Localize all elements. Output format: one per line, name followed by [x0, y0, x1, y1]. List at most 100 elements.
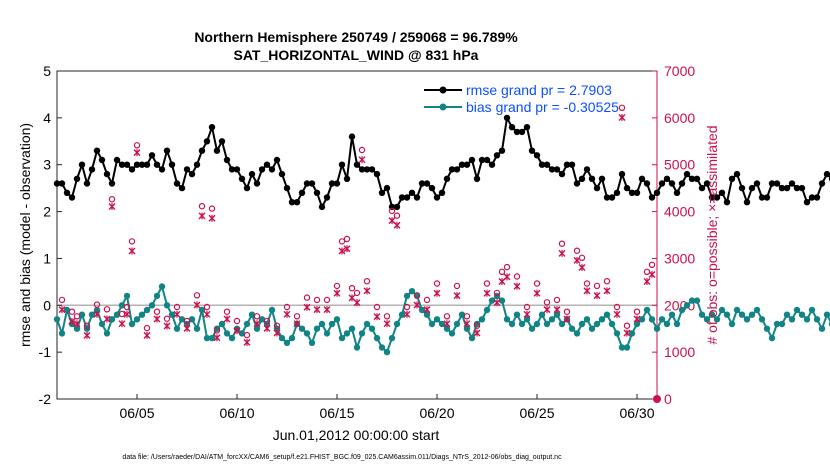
bias-point	[648, 316, 656, 323]
bias-point	[498, 297, 506, 304]
assimilated-obs-marker	[558, 249, 566, 257]
possible-obs-marker	[173, 303, 181, 311]
bias-point	[688, 297, 696, 304]
bias-point	[98, 320, 106, 328]
rmse-point	[273, 156, 281, 164]
possible-obs-marker	[388, 207, 396, 215]
bias-point	[538, 311, 546, 318]
assimilated-obs-marker	[68, 317, 76, 325]
rmse-point	[598, 175, 606, 182]
x-tick-label: 06/05	[119, 405, 154, 421]
bias-point	[223, 330, 231, 337]
assimilated-obs-marker	[453, 292, 461, 300]
bias-point	[813, 316, 821, 323]
bias-point	[378, 344, 386, 351]
bias-point	[308, 339, 316, 346]
bias-point	[823, 311, 830, 318]
assimilated-obs-marker	[333, 289, 341, 297]
rmse-point	[88, 166, 96, 173]
rmse-point	[723, 199, 731, 206]
bias-point	[543, 320, 551, 328]
axes-ticks: -2 -1 0 1 2 3 4 5 0 1000 2000 3000 4000 5000 6000 7000 0…	[39, 63, 696, 421]
bias-point	[483, 306, 491, 314]
x-tick-label: 06/30	[619, 405, 654, 421]
possible-obs-marker	[543, 299, 551, 306]
rmse-point	[743, 199, 751, 206]
bias-point	[163, 302, 171, 309]
possible-obs-marker	[483, 280, 491, 287]
assimilated-obs-marker	[613, 310, 621, 318]
possible-obs-marker	[83, 322, 91, 329]
rmse-point	[753, 180, 761, 187]
rmse-point	[703, 180, 711, 187]
rmse-point	[103, 170, 111, 178]
rmse-point	[108, 180, 116, 187]
assimilated-obs-marker	[283, 310, 291, 318]
rmse-point	[313, 189, 321, 196]
rmse-point	[263, 161, 271, 168]
bias-point	[338, 334, 346, 342]
assimilated-obs-marker	[403, 310, 411, 318]
rmse-point	[188, 170, 196, 178]
bias-point	[568, 325, 576, 332]
bias-point	[618, 344, 626, 351]
y-right-tick-label: 2000	[664, 297, 695, 313]
rmse-point	[583, 166, 591, 173]
possible-obs-marker	[513, 273, 521, 280]
bias-point	[278, 334, 286, 342]
rmse-point	[688, 175, 696, 182]
possible-obs-marker	[73, 313, 81, 320]
possible-obs-marker	[163, 315, 171, 322]
assimilated-obs-marker	[603, 287, 611, 295]
rmse-point	[613, 189, 621, 196]
assimilated-obs-marker	[423, 306, 431, 314]
bias-point	[523, 316, 531, 323]
bias-point	[503, 316, 511, 323]
assimilated-obs-marker	[648, 270, 656, 278]
assimilated-obs-marker	[203, 310, 211, 318]
possible-obs-marker	[348, 285, 356, 292]
bias-point	[408, 288, 416, 295]
bias-point	[348, 325, 356, 332]
rmse-point	[303, 180, 311, 187]
assimilated-obs-marker	[198, 212, 206, 220]
assimilated-obs-marker	[303, 303, 311, 311]
possible-obs-marker	[243, 331, 251, 339]
bias-point	[373, 334, 381, 342]
bias-point	[608, 320, 616, 328]
bias-point	[623, 344, 631, 351]
rmse-point	[213, 147, 221, 154]
rmse-point	[348, 133, 356, 140]
assimilated-obs-marker	[93, 310, 101, 318]
possible-obs-marker	[208, 205, 216, 212]
rmse-point	[83, 180, 91, 187]
bias-point	[433, 316, 441, 323]
rmse-point	[783, 184, 791, 192]
possible-obs-marker	[143, 324, 151, 332]
y-left-tick-label: 0	[43, 297, 51, 313]
bias-point	[548, 316, 556, 323]
rmse-point	[788, 180, 796, 187]
rmse-point	[798, 184, 806, 192]
rmse-point	[468, 156, 476, 164]
bias-point	[598, 316, 606, 323]
rmse-point	[503, 114, 511, 122]
assimilated-obs-marker	[133, 149, 141, 157]
bias-point	[628, 330, 636, 337]
assimilated-obs-marker	[213, 334, 221, 342]
bias-point	[198, 306, 206, 314]
assimilated-obs-marker	[163, 322, 171, 330]
y-left-tick-label: 1	[43, 250, 51, 266]
legend-bias-label: bias grand pr = -0.30525	[466, 99, 619, 115]
bias-point	[388, 334, 396, 342]
rmse-point	[488, 161, 496, 168]
bias-point	[343, 330, 351, 337]
bias-point	[213, 325, 221, 332]
possible-obs-marker	[373, 303, 381, 311]
bias-point	[578, 320, 586, 328]
rmse-point	[458, 161, 466, 168]
rmse-point	[738, 184, 746, 192]
rmse-point	[813, 194, 821, 201]
assimilated-obs-marker	[323, 306, 331, 314]
